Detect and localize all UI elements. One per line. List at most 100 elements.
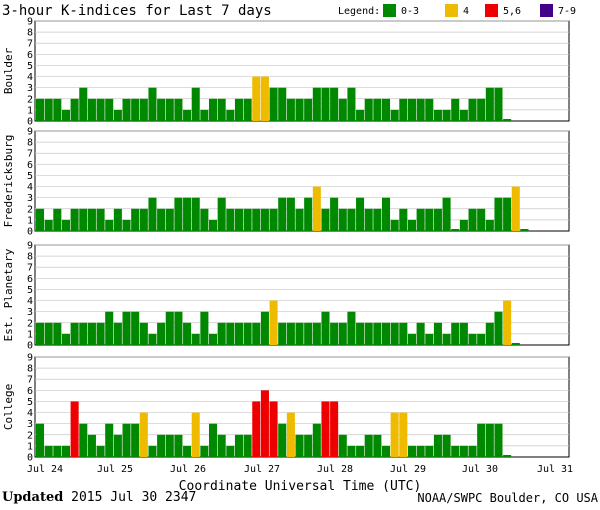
bar	[485, 219, 494, 231]
y-tick-label: 3	[27, 193, 33, 204]
bar	[330, 197, 339, 231]
bar	[407, 98, 416, 121]
bar	[338, 208, 347, 231]
bar	[278, 197, 287, 231]
bar	[113, 109, 122, 121]
bar	[53, 98, 62, 121]
bar	[390, 322, 399, 345]
bar	[243, 98, 252, 121]
bar	[217, 434, 226, 457]
bar	[382, 197, 391, 231]
bar	[131, 423, 140, 457]
x-tick-label: Jul 25	[97, 464, 133, 475]
y-tick-label: 7	[27, 39, 33, 50]
series-name: College	[2, 384, 15, 430]
bar	[459, 109, 468, 121]
bar	[96, 322, 105, 345]
x-tick-label: Jul 28	[317, 464, 353, 475]
bar	[139, 322, 148, 345]
bar	[399, 322, 408, 345]
bar	[157, 322, 166, 345]
bar	[451, 445, 460, 457]
y-tick-label: 6	[27, 274, 33, 285]
bar	[217, 98, 226, 121]
bar	[407, 219, 416, 231]
y-tick-label: 4	[27, 72, 33, 83]
bar	[113, 434, 122, 457]
bar	[122, 219, 131, 231]
bar	[382, 322, 391, 345]
footer: Updated 2015 Jul 30 2347 NOAA/SWPC Bould…	[0, 488, 600, 510]
legend-swatch	[383, 4, 396, 17]
bar	[304, 322, 313, 345]
bar	[425, 98, 434, 121]
bar	[330, 87, 339, 121]
x-tick-label: Jul 27	[244, 464, 280, 475]
bar	[131, 311, 140, 345]
series-name: Est. Planetary	[2, 248, 15, 341]
bar	[44, 98, 53, 121]
bar	[295, 98, 304, 121]
bar	[356, 445, 365, 457]
y-tick-label: 9	[27, 127, 33, 138]
legend-label: 0-3	[401, 6, 419, 17]
y-tick-label: 7	[27, 263, 33, 274]
bar	[511, 343, 520, 345]
bar	[105, 423, 114, 457]
bar	[252, 76, 261, 121]
x-tick-label: Jul 31	[537, 464, 573, 475]
bar	[347, 208, 356, 231]
bar	[191, 197, 200, 231]
bar	[278, 423, 287, 457]
bar	[183, 197, 192, 231]
bar	[364, 208, 373, 231]
y-tick-label: 8	[27, 28, 33, 39]
y-tick-label: 9	[27, 241, 33, 252]
bar	[321, 401, 330, 457]
bar	[416, 208, 425, 231]
bar	[433, 208, 442, 231]
bar	[451, 98, 460, 121]
bar	[183, 445, 192, 457]
y-tick-label: 2	[27, 204, 33, 215]
chart-title: 3-hour K-indices for Last 7 days	[2, 3, 272, 19]
bar	[338, 322, 347, 345]
bar	[321, 208, 330, 231]
bar	[390, 219, 399, 231]
bar	[382, 445, 391, 457]
legend-swatch	[485, 4, 498, 17]
bar	[407, 445, 416, 457]
bar	[148, 445, 157, 457]
bar	[399, 208, 408, 231]
bar	[174, 197, 183, 231]
panels: 0123456789Boulder0123456789Fredericksbur…	[2, 17, 570, 464]
bar	[252, 322, 261, 345]
bar	[364, 434, 373, 457]
bar	[165, 98, 174, 121]
bar	[338, 98, 347, 121]
bar	[79, 322, 88, 345]
bar	[70, 208, 79, 231]
bar	[425, 208, 434, 231]
bar	[79, 208, 88, 231]
y-tick-label: 0	[27, 227, 33, 238]
bar	[122, 311, 131, 345]
bar	[399, 412, 408, 457]
bar	[234, 434, 243, 457]
y-tick-label: 2	[27, 318, 33, 329]
bar	[44, 219, 53, 231]
bar	[330, 401, 339, 457]
bar	[356, 197, 365, 231]
bar	[364, 322, 373, 345]
bar	[105, 98, 114, 121]
y-tick-label: 2	[27, 430, 33, 441]
bar	[373, 434, 382, 457]
bar	[174, 311, 183, 345]
bar	[373, 322, 382, 345]
bar	[44, 445, 53, 457]
bar	[226, 208, 235, 231]
y-tick-label: 1	[27, 105, 33, 116]
